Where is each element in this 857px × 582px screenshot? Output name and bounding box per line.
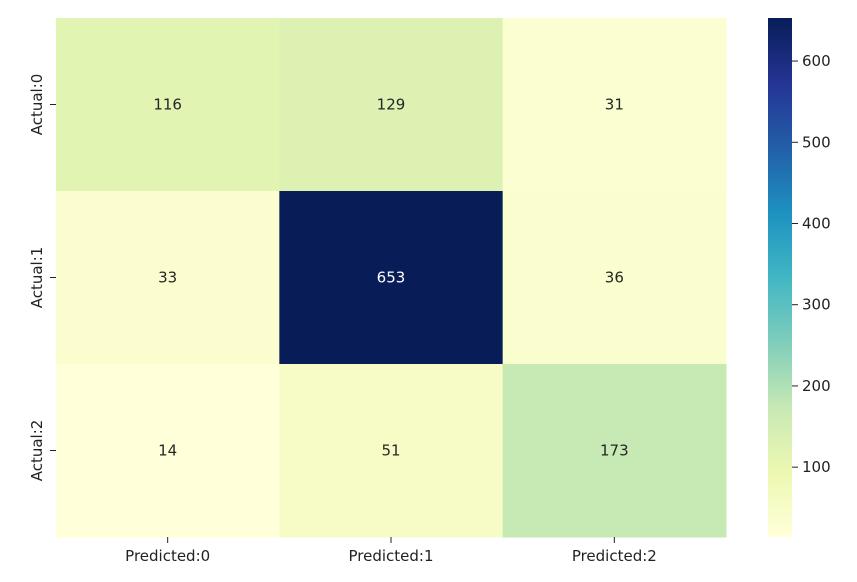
heatmap-cell — [502, 364, 727, 538]
heatmap-cell — [279, 364, 504, 538]
colorbar — [768, 18, 792, 537]
cell-value-label: 14 — [158, 442, 177, 460]
y-tick-label: Actual:0 — [28, 74, 46, 136]
x-tick-label: Predicted:1 — [348, 547, 433, 565]
colorbar-tick-label: 600 — [802, 52, 831, 70]
heatmap-cells — [56, 18, 727, 538]
cell-value-label: 116 — [153, 96, 182, 114]
cell-value-label: 129 — [377, 96, 406, 114]
heatmap-cell — [502, 191, 727, 365]
x-tick-label: Predicted:0 — [125, 547, 210, 565]
colorbar-tick-label: 400 — [802, 214, 831, 232]
colorbar-axis: 100 200 300 400 500 600 — [792, 52, 831, 476]
heatmap-cell — [279, 18, 504, 192]
heatmap-annotations: 116 129 31 33 653 36 14 51 173 — [153, 96, 628, 460]
x-axis: Predicted:0 Predicted:1 Predicted:2 — [125, 537, 657, 565]
colorbar-tick-label: 500 — [802, 133, 831, 151]
colorbar-tick-label: 300 — [802, 296, 831, 314]
colorbar-tick-label: 100 — [802, 458, 831, 476]
cell-value-label: 36 — [605, 269, 624, 287]
x-tick-label: Predicted:2 — [572, 547, 657, 565]
cell-value-label: 51 — [381, 442, 400, 460]
cell-value-label: 653 — [377, 269, 406, 287]
heatmap-cell — [279, 191, 504, 365]
y-axis: Actual:0 Actual:1 Actual:2 — [28, 74, 56, 482]
y-tick-label: Actual:1 — [28, 247, 46, 309]
heatmap-cell — [56, 191, 280, 365]
y-tick-label: Actual:2 — [28, 420, 46, 482]
heatmap-cell — [502, 18, 727, 192]
cell-value-label: 31 — [605, 96, 624, 114]
cell-value-label: 173 — [600, 442, 629, 460]
colorbar-tick-label: 200 — [802, 377, 831, 395]
heatmap-cell — [56, 18, 280, 192]
heatmap-cell — [56, 364, 280, 538]
cell-value-label: 33 — [158, 269, 177, 287]
